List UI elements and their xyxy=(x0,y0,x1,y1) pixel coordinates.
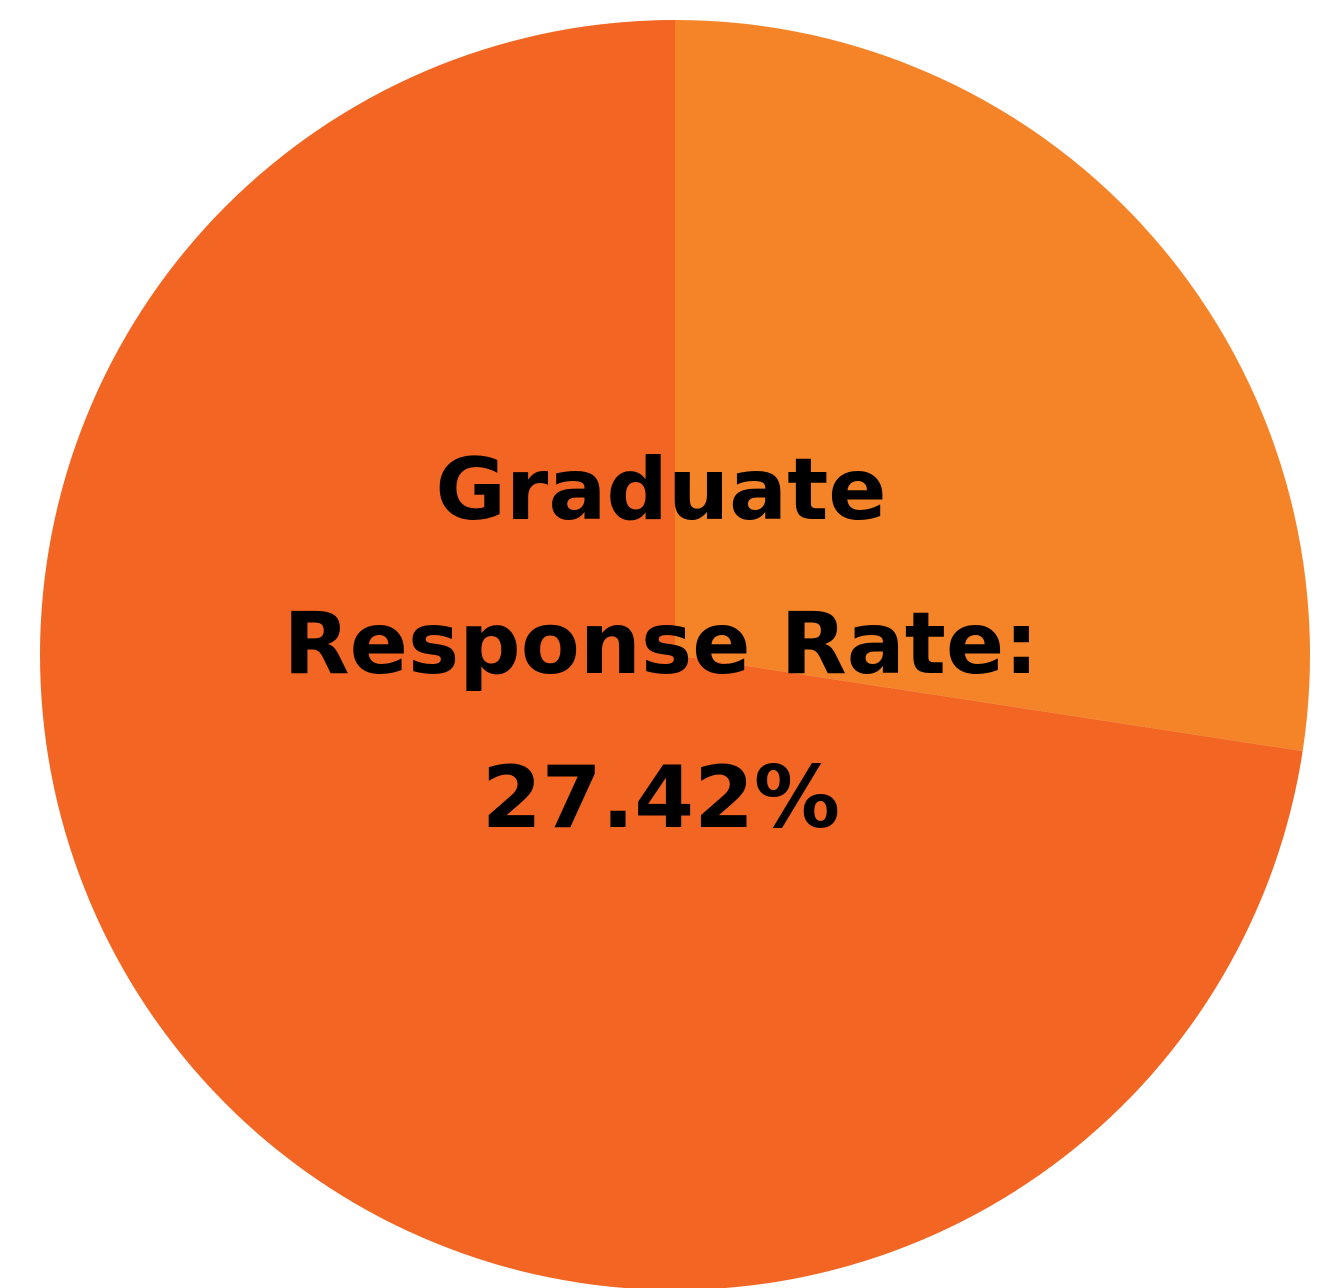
pie-slice-1 xyxy=(675,20,1310,752)
pie-slice-2 xyxy=(40,20,1303,1288)
